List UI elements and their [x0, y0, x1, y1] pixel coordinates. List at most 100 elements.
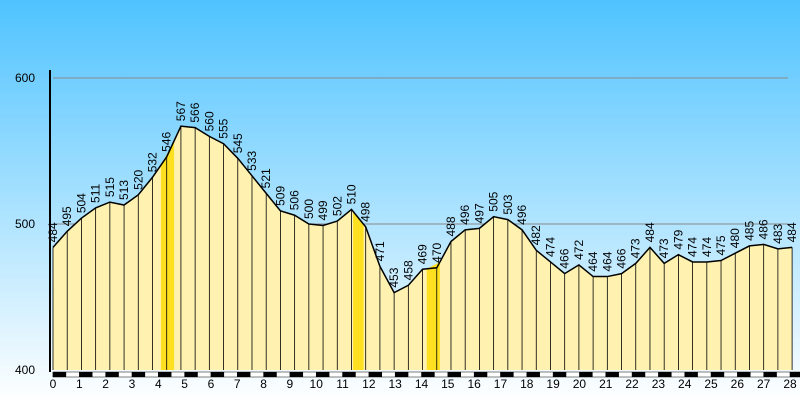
profile-line	[52, 125, 793, 294]
x-tick-label: 21	[599, 377, 613, 391]
scale-bar-segment	[131, 372, 146, 377]
data-label: 464	[600, 251, 614, 271]
scale-bar-segment	[500, 372, 514, 377]
data-label: 473	[657, 238, 671, 258]
scale-bar-segment	[79, 372, 93, 377]
data-label: 485	[742, 221, 756, 241]
x-tick-label: 15	[441, 377, 455, 391]
data-label: 475	[714, 235, 728, 255]
scale-bar-segment	[605, 372, 619, 377]
scale-bar-segment	[763, 372, 777, 377]
x-tick-label: 2	[102, 377, 109, 391]
scale-bar-segment	[632, 372, 646, 377]
x-tick-label: 16	[467, 377, 481, 391]
x-tick-label: 18	[520, 377, 534, 391]
x-tick-label: 17	[494, 377, 508, 391]
x-tick-label: 20	[573, 377, 587, 391]
x-tick-label: 23	[652, 377, 666, 391]
data-label: 497	[472, 203, 486, 223]
data-label: 482	[529, 225, 543, 245]
data-label: 488	[444, 216, 458, 236]
data-label: 472	[572, 240, 586, 260]
scale-bar-segment	[711, 372, 725, 377]
scale-bar-segment	[210, 372, 225, 377]
x-tick-label: 9	[287, 377, 294, 391]
data-label: 511	[89, 183, 103, 202]
scale-bar-segment	[263, 372, 277, 377]
data-label: 503	[501, 194, 515, 214]
scale-bar-segment	[553, 372, 567, 377]
data-label: 484	[785, 222, 799, 242]
data-label: 513	[117, 180, 131, 200]
scale-bar-segment	[368, 372, 383, 377]
scale-bar-segment	[53, 372, 67, 377]
x-tick-label: 11	[336, 377, 349, 391]
data-label: 546	[160, 131, 174, 151]
highlight	[426, 261, 440, 370]
data-label: 555	[217, 118, 231, 138]
scale-bar-segment	[237, 372, 251, 377]
scale-bar-segment	[789, 372, 800, 377]
data-label: 466	[558, 248, 572, 268]
data-label: 499	[316, 200, 330, 220]
data-label: 532	[145, 152, 159, 172]
data-label: 506	[288, 190, 302, 210]
scale-bar-segment	[342, 372, 356, 377]
data-label: 509	[273, 186, 287, 206]
x-tick-label: 13	[388, 377, 402, 391]
x-tick-label: 10	[310, 377, 324, 391]
x-tick-label: 6	[208, 377, 215, 391]
data-label: 474	[543, 237, 557, 257]
x-tick-label: 24	[678, 377, 692, 391]
data-label: 484	[643, 222, 657, 242]
data-label: 453	[387, 267, 401, 287]
highlight	[353, 211, 364, 370]
x-tick-label: 0	[50, 377, 57, 391]
data-label: 484	[46, 222, 60, 242]
data-label: 495	[60, 206, 74, 226]
scale-bar-segment	[395, 372, 409, 377]
data-label: 471	[373, 241, 387, 261]
scale-bar-segment	[316, 372, 330, 377]
x-tick-label: 19	[546, 377, 560, 391]
data-label: 533	[245, 150, 259, 170]
x-tick-label: 28	[783, 377, 797, 391]
data-label: 498	[359, 202, 373, 222]
x-tick-label: 22	[625, 377, 639, 391]
scale-bar-segment	[684, 372, 698, 377]
x-tick-label: 8	[260, 377, 267, 391]
data-label: 470	[430, 242, 444, 262]
y-tick-label: 400	[15, 363, 35, 377]
data-label: 510	[344, 184, 358, 204]
x-tick-label: 3	[129, 377, 136, 391]
data-label: 545	[231, 133, 245, 153]
data-label: 496	[515, 204, 529, 224]
data-label: 521	[259, 168, 273, 188]
data-label: 469	[416, 244, 430, 264]
x-tick-label: 14	[415, 377, 429, 391]
x-tick-label: 5	[181, 377, 188, 391]
data-label: 502	[330, 196, 344, 216]
data-label: 458	[401, 260, 415, 280]
data-label: 515	[103, 177, 117, 197]
data-label: 466	[615, 248, 629, 268]
data-label: 560	[202, 111, 216, 131]
data-label: 483	[771, 223, 785, 243]
data-label: 474	[700, 237, 714, 257]
x-tick-label: 1	[76, 377, 83, 391]
data-label: 566	[188, 102, 202, 122]
data-label: 500	[302, 199, 316, 219]
data-label: 464	[586, 251, 600, 271]
scale-bar-segment	[421, 372, 435, 377]
scale-bar-segment	[184, 372, 198, 377]
data-label: 505	[487, 191, 501, 211]
data-label: 479	[671, 229, 685, 249]
data-label: 474	[686, 237, 700, 257]
scale-bar-segment	[447, 372, 461, 377]
x-tick-label: 7	[234, 377, 241, 391]
data-label: 486	[757, 219, 771, 239]
x-tick-label: 12	[362, 377, 376, 391]
scale-bar-segment	[158, 372, 172, 377]
x-tick-label: 25	[704, 377, 718, 391]
scale-bar-segment	[289, 372, 304, 377]
